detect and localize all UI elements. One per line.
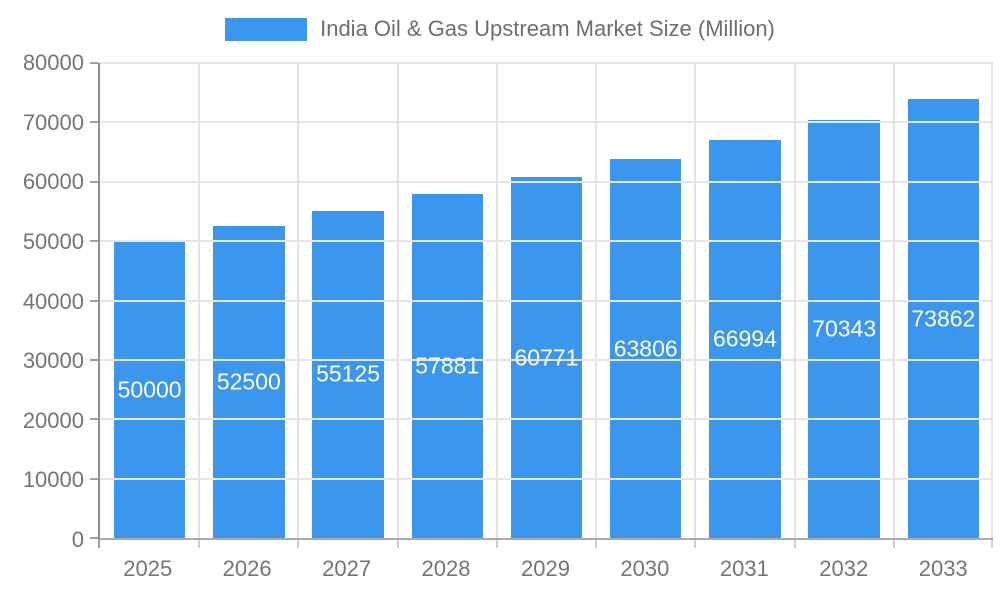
plot-area: 50000 52500 55125 57881 60771 63806 66994 70343…	[90, 62, 993, 548]
bar: 52500	[213, 226, 285, 538]
y-tick-label: 20000	[22, 407, 84, 433]
legend-label: India Oil & Gas Upstream Market Size (Mi…	[320, 16, 775, 41]
bar: 73862	[907, 99, 980, 538]
y-tick-mark	[90, 537, 98, 539]
gridline-v	[495, 63, 498, 538]
bar: 57881	[411, 194, 483, 538]
gridline-h	[100, 121, 993, 124]
bar: 60771	[510, 177, 583, 538]
y-tick-label: 0	[71, 527, 84, 552]
x-tick-mark	[694, 540, 697, 548]
x-tick-label: 2031	[719, 556, 769, 581]
x-tick-mark	[297, 540, 300, 548]
gridline-v	[793, 63, 796, 538]
gridline-v	[198, 63, 201, 538]
bar-slot: 73862	[894, 63, 993, 538]
x-tick-label: 2028	[421, 556, 471, 581]
bar-slot: 52500	[199, 63, 298, 538]
bar-slot: 55125	[298, 63, 397, 538]
gridline-v	[694, 63, 697, 538]
y-tick-label: 50000	[22, 228, 84, 254]
bar: 55125	[312, 210, 384, 538]
y-tick-label: 10000	[22, 467, 84, 493]
x-tick-mark	[595, 540, 598, 548]
y-tick-label: 30000	[22, 348, 84, 374]
y-tick-mark	[90, 180, 98, 183]
y-tick-label: 80000	[22, 50, 84, 75]
bar-value-label: 70343	[812, 315, 877, 342]
bar-value-label: 73862	[911, 305, 976, 332]
x-tick-mark	[98, 540, 100, 548]
bar-value-label: 60771	[514, 344, 579, 371]
x-tick-label: 2032	[819, 556, 869, 581]
x-tick-label: 2027	[322, 556, 372, 581]
gridline-v	[991, 63, 993, 538]
legend-swatch	[225, 17, 308, 41]
bar-slot: 50000	[100, 63, 199, 538]
gridline-v	[892, 63, 895, 538]
gridline-h	[100, 358, 993, 361]
x-tick-mark	[396, 540, 399, 548]
bars-container: 50000 52500 55125 57881 60771 63806 66994 70343…	[100, 63, 993, 538]
bar-slot: 57881	[398, 63, 497, 538]
x-tick-label: 2033	[918, 556, 968, 581]
x-tick-mark	[793, 540, 796, 548]
x-tick-label: 2026	[222, 556, 272, 581]
bar-value-label: 55125	[316, 360, 381, 387]
bar-value-label: 52500	[216, 368, 281, 395]
x-tick-label: 2029	[520, 556, 570, 581]
y-tick-mark	[90, 477, 98, 480]
bar-value-label: 57881	[415, 352, 480, 379]
y-tick-mark	[90, 299, 98, 302]
x-tick-mark	[892, 540, 895, 548]
bar: 70343	[808, 120, 880, 538]
bar-slot: 63806	[596, 63, 695, 538]
y-tick-mark	[90, 358, 98, 361]
y-tick-mark	[90, 121, 98, 124]
x-tick-mark	[495, 540, 498, 548]
y-tick-mark	[90, 62, 98, 64]
gridline-v	[595, 63, 598, 538]
y-tick-label: 60000	[22, 169, 84, 195]
y-tick-mark	[90, 240, 98, 243]
gridline-v	[396, 63, 399, 538]
legend[interactable]: India Oil & Gas Upstream Market Size (Mi…	[0, 16, 1000, 42]
x-tick-mark	[991, 540, 993, 548]
x-tick-label: 2030	[620, 556, 670, 581]
bar: 63806	[609, 159, 682, 538]
bar-value-label: 63806	[613, 335, 678, 362]
gridline-h	[100, 477, 993, 480]
x-tick-mark	[198, 540, 201, 548]
bar: 50000	[113, 241, 186, 538]
gridline-h	[100, 62, 993, 64]
gridline-h	[100, 418, 993, 421]
bar-value-label: 66994	[712, 325, 777, 352]
bar-slot: 70343	[795, 63, 894, 538]
bar-slot: 66994	[695, 63, 794, 538]
gridline-h	[100, 299, 993, 302]
y-axis-labels: 0 10000 20000 30000 40000 50000 60000 70000 8000…	[0, 50, 84, 552]
gridline-h	[100, 180, 993, 183]
x-tick-label: 2025	[123, 556, 173, 581]
bar: 66994	[709, 140, 781, 538]
y-tick-mark	[90, 418, 98, 421]
gridline-h	[100, 240, 993, 243]
y-tick-label: 40000	[22, 288, 84, 314]
gridline-v	[297, 63, 300, 538]
x-axis-labels: 2025 2026 2027 2028 2029 2030 2031 2032 2033	[98, 556, 993, 582]
bar-value-label: 50000	[117, 376, 182, 403]
y-tick-label: 70000	[22, 109, 84, 135]
